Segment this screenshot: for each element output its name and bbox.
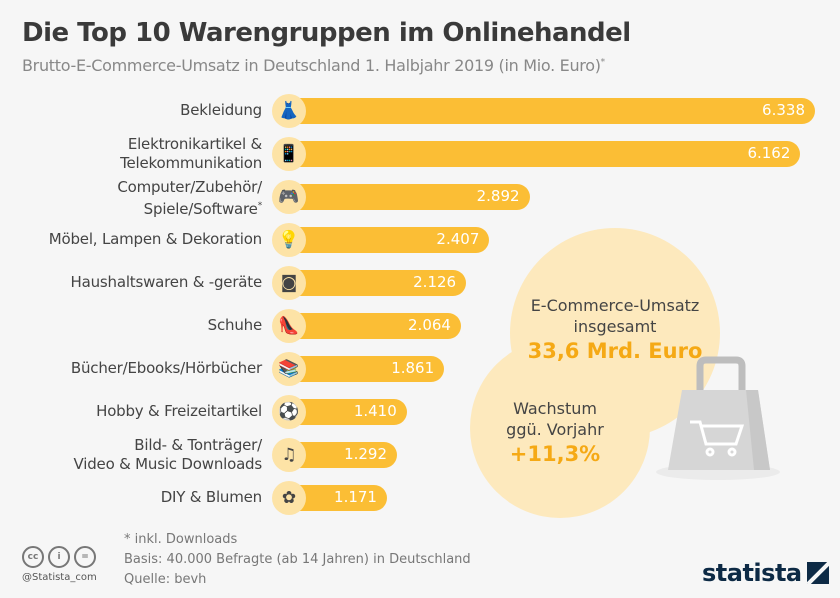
bar-row: Haushaltswaren & -geräte 2.126 ◙ [0, 263, 840, 303]
bar-row: Bücher/Ebooks/Hörbücher 1.861 📚 [0, 349, 840, 389]
statista-handle: @Statista_com [22, 572, 97, 583]
category-label-text: Spiele/Software [143, 200, 258, 218]
value-label: 6.162 [747, 144, 791, 162]
source-note: Quelle: bevh [124, 572, 207, 587]
creative-commons-icon: cc [22, 546, 44, 568]
chart-subtitle: Brutto-E-Commerce-Umsatz in Deutschland … [22, 56, 605, 75]
footnote: * inkl. Downloads [124, 532, 238, 547]
bar-row: DIY & Blumen 1.171 ✿ [0, 478, 840, 518]
category-label-line: Bild- & Tonträger/ [134, 436, 262, 454]
no-derivatives-icon: = [74, 546, 96, 568]
gamepad-icon: 🎮 [272, 180, 306, 214]
value-label: 1.171 [334, 488, 377, 506]
subtitle-text: Brutto-E-Commerce-Umsatz in Deutschland … [22, 56, 601, 75]
category-label-line: Elektronikartikel & [127, 135, 262, 153]
bar-row: Schuhe 2.064 👠 [0, 306, 840, 346]
value-label: 2.407 [436, 230, 480, 248]
category-label: Computer/Zubehör/Spiele/Software* [117, 178, 262, 219]
bar: 6.338 [290, 98, 815, 124]
category-label: Bücher/Ebooks/Hörbücher [71, 359, 262, 378]
bar-row: Bekleidung 6.338 👗 [0, 91, 840, 131]
footer-notes: * inkl. Downloads Basis: 40.000 Befragte… [124, 530, 471, 590]
bar-row: Elektronikartikel & Telekommunikation 6.16… [0, 134, 840, 174]
category-label: Elektronikartikel & Telekommunikation [120, 135, 262, 173]
bar: 2.064 [290, 313, 461, 339]
bar: 2.407 [290, 227, 490, 253]
bar-row: Hobby & Freizeitartikel 1.410 ⚽ [0, 392, 840, 432]
bag-handle [696, 356, 746, 392]
cart-icon [690, 420, 745, 457]
category-label-line: Haushaltswaren & -geräte [70, 273, 263, 291]
category-label-mark: * [257, 201, 263, 211]
license-icons: cc i = [22, 546, 96, 568]
category-label: Möbel, Lampen & Dekoration [49, 230, 262, 249]
value-label: 1.292 [344, 445, 388, 463]
bar-row: Möbel, Lampen & Dekoration 2.407 💡 [0, 220, 840, 260]
category-label: Haushaltswaren & -geräte [70, 273, 263, 292]
value-label: 1.861 [391, 359, 435, 377]
category-label-line: Möbel, Lampen & Dekoration [48, 230, 262, 248]
growth-callout-value: +11,3% [509, 442, 601, 466]
lamp-icon: 💡 [272, 223, 306, 257]
category-label: Hobby & Freizeitartikel [96, 402, 262, 421]
flower-icon: ✿ [272, 481, 306, 515]
bar: 1.861 [290, 356, 445, 382]
shopping-bag-icon [656, 356, 780, 480]
basis-note: Basis: 40.000 Befragte (ab 14 Jahren) in… [124, 552, 471, 567]
category-label-line: Schuhe [207, 316, 263, 334]
shoe-icon: 👠 [272, 309, 306, 343]
category-label-line: Bekleidung [180, 101, 262, 119]
bar: 2.892 [290, 184, 530, 210]
category-label-line: Hobby & Freizeitartikel [96, 402, 262, 420]
attribution-icon: i [48, 546, 70, 568]
bar: 1.292 [290, 442, 398, 468]
category-label-line: Bücher/Ebooks/Hörbücher [70, 359, 262, 377]
music-note-icon: ♫ [272, 438, 306, 472]
value-label: 2.126 [413, 273, 457, 291]
category-label: Bekleidung [180, 101, 262, 120]
bar: 6.162 [290, 141, 801, 167]
total-callout-line2: insgesamt [573, 317, 657, 336]
football-icon: ⚽ [272, 395, 306, 429]
total-callout-value: 33,6 Mrd. Euro [527, 339, 703, 363]
statista-logo: statista [702, 559, 829, 587]
category-label: DIY & Blumen [161, 488, 262, 507]
washing-machine-icon: ◙ [272, 266, 306, 300]
subtitle-mark: * [600, 57, 606, 68]
bar: 1.410 [290, 399, 407, 425]
growth-callout: Wachstum ggü. Vorjahr +11,3% [480, 398, 630, 465]
tablet-icon: 📱 [272, 137, 306, 171]
category-label: Schuhe [207, 316, 263, 335]
bar-row: Bild- & Tonträger/Video & Music Download… [0, 435, 840, 475]
total-callout-line1: E-Commerce-Umsatz [530, 296, 700, 315]
growth-callout-bubble [470, 338, 650, 518]
category-label-line: Spiele/Software* [117, 197, 263, 219]
statista-logo-text: statista [702, 559, 802, 587]
category-label-line: Computer/Zubehör/ [117, 178, 262, 196]
category-label-line: Telekommunikation [120, 154, 262, 172]
bar-row: Computer/Zubehör/Spiele/Software* 2.892 🎮 [0, 177, 840, 219]
dress-icon: 👗 [272, 94, 306, 128]
chart-title: Die Top 10 Warengruppen im Onlinehandel [22, 18, 631, 48]
category-label-line: DIY & Blumen [160, 488, 262, 506]
bar: 1.171 [290, 485, 387, 511]
total-callout: E-Commerce-Umsatz insgesamt 33,6 Mrd. Eu… [520, 295, 710, 362]
bar: 2.126 [290, 270, 467, 296]
books-icon: 📚 [272, 352, 306, 386]
statista-logo-mark [806, 562, 829, 584]
category-label-line: Video & Music Downloads [73, 455, 263, 473]
value-label: 1.410 [353, 402, 397, 420]
value-label: 6.338 [762, 101, 805, 119]
growth-callout-line1: Wachstum [513, 399, 597, 418]
bag-side [746, 390, 770, 470]
value-label: 2.064 [408, 316, 451, 334]
growth-callout-line2: ggü. Vorjahr [506, 420, 604, 439]
value-label: 2.892 [476, 187, 520, 205]
category-label: Bild- & Tonträger/Video & Music Download… [73, 436, 263, 474]
bag-body [668, 390, 770, 470]
